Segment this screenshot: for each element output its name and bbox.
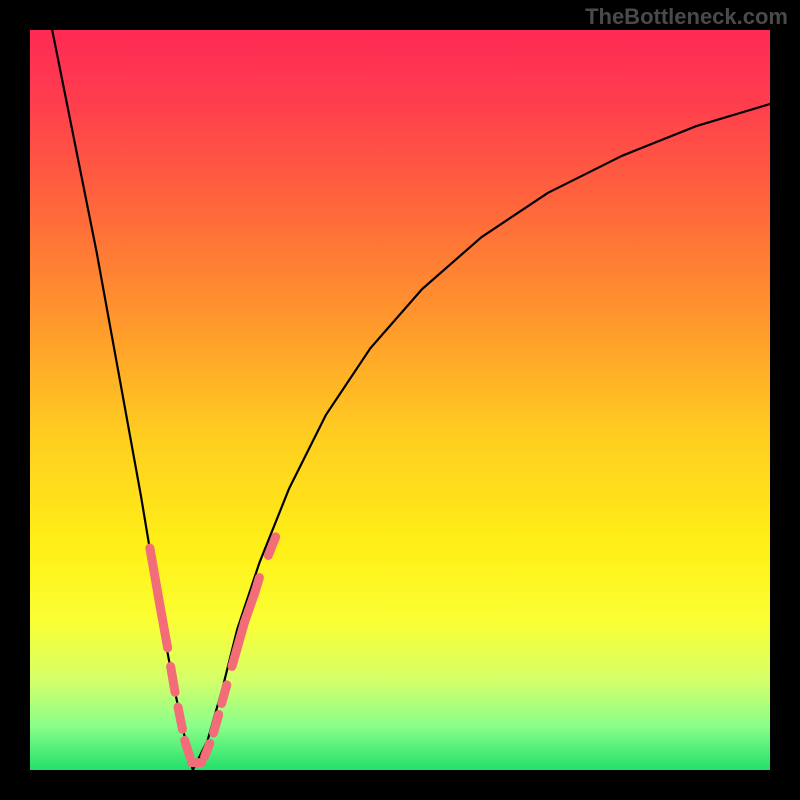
plot-area [30, 30, 770, 770]
watermark-text: TheBottleneck.com [585, 4, 788, 30]
data-marker [185, 740, 190, 756]
data-marker [214, 715, 219, 734]
data-marker [178, 707, 182, 729]
data-marker [222, 685, 227, 704]
chart-frame: TheBottleneck.com [0, 0, 800, 800]
data-marker [255, 578, 259, 593]
data-marker [171, 666, 175, 692]
chart-svg [30, 30, 770, 770]
data-marker [205, 743, 210, 756]
